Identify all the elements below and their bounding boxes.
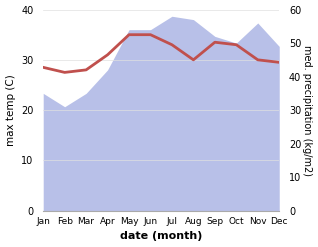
X-axis label: date (month): date (month) [120,231,203,242]
Y-axis label: med. precipitation (kg/m2): med. precipitation (kg/m2) [302,45,313,176]
Y-axis label: max temp (C): max temp (C) [5,74,16,146]
